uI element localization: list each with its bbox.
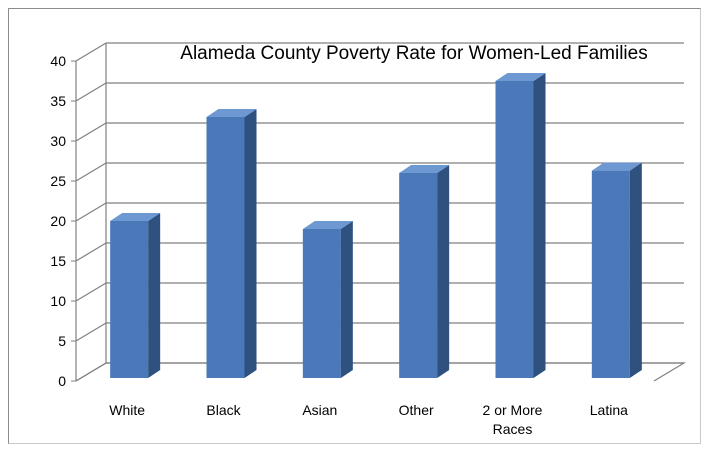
gridline-side-5 (75, 162, 107, 182)
y-tick-label: 40 (50, 53, 66, 69)
bar-top (110, 213, 161, 221)
bar-top (399, 165, 450, 173)
gridline-side-4 (75, 202, 107, 222)
gridline-side-6 (75, 122, 107, 142)
bar-side (533, 73, 546, 378)
bar (591, 162, 642, 378)
y-tick-label: 25 (50, 173, 66, 189)
y-tick-label: 20 (50, 213, 66, 229)
x-tick-label-line: Black (206, 402, 241, 418)
x-tick-label-line: Latina (590, 402, 628, 418)
y-tick-label: 30 (50, 133, 66, 149)
y-tick-label: 15 (50, 253, 66, 269)
bar (399, 165, 450, 378)
gridline-side-7 (75, 82, 107, 102)
bar (206, 109, 257, 378)
x-tick-label: Other (399, 402, 434, 418)
y-tick-label: 35 (50, 93, 66, 109)
x-tick-label: Latina (590, 402, 628, 418)
bar-side (340, 221, 353, 378)
gridlines (75, 42, 687, 382)
y-tick-label: 10 (50, 293, 66, 309)
bar-front (399, 173, 438, 378)
gridline-side-2 (75, 282, 107, 302)
x-tick-label-line: Other (399, 402, 434, 418)
bar (495, 73, 546, 378)
x-tick-label: 2 or More Races (483, 402, 543, 437)
gridline-side-8 (75, 42, 107, 62)
chart-frame (8, 8, 701, 444)
bar-top (591, 162, 642, 171)
gridline-side-1 (75, 322, 107, 342)
bar-front (302, 229, 341, 378)
x-tick-label: White (109, 402, 145, 418)
y-tick-label: 5 (58, 333, 66, 349)
x-tick-label: Asian (302, 402, 337, 418)
bar (110, 213, 161, 378)
bar-side (148, 213, 161, 378)
bar-front (495, 81, 534, 378)
chart-title: Alameda County Poverty Rate for Women-Le… (180, 43, 647, 64)
x-tick-label: Black (206, 402, 241, 418)
y-axis: 0 5 10 15 20 25 30 35 40 (50, 53, 77, 389)
bar-top (302, 221, 353, 229)
bar-side (244, 109, 257, 378)
x-tick-label-line: Races (493, 421, 533, 437)
bar (302, 221, 353, 378)
bar-front (591, 170, 630, 378)
bar-front (110, 221, 149, 378)
bar-top (206, 109, 257, 117)
bars (110, 73, 642, 378)
bar-side (629, 162, 642, 378)
x-tick-label-line: White (109, 402, 145, 418)
y-tick-label: 0 (58, 373, 66, 389)
x-tick-label-line: 2 or More (483, 402, 543, 418)
gridline-side-3 (75, 242, 107, 262)
bar-top (495, 73, 546, 81)
gridline-side-0 (75, 362, 107, 382)
x-axis-labels: White Black Asian Other 2 or More Races Latina (109, 402, 628, 437)
bar-front (206, 117, 245, 378)
x-tick-label-line: Asian (302, 402, 337, 418)
bar-side (437, 165, 450, 378)
